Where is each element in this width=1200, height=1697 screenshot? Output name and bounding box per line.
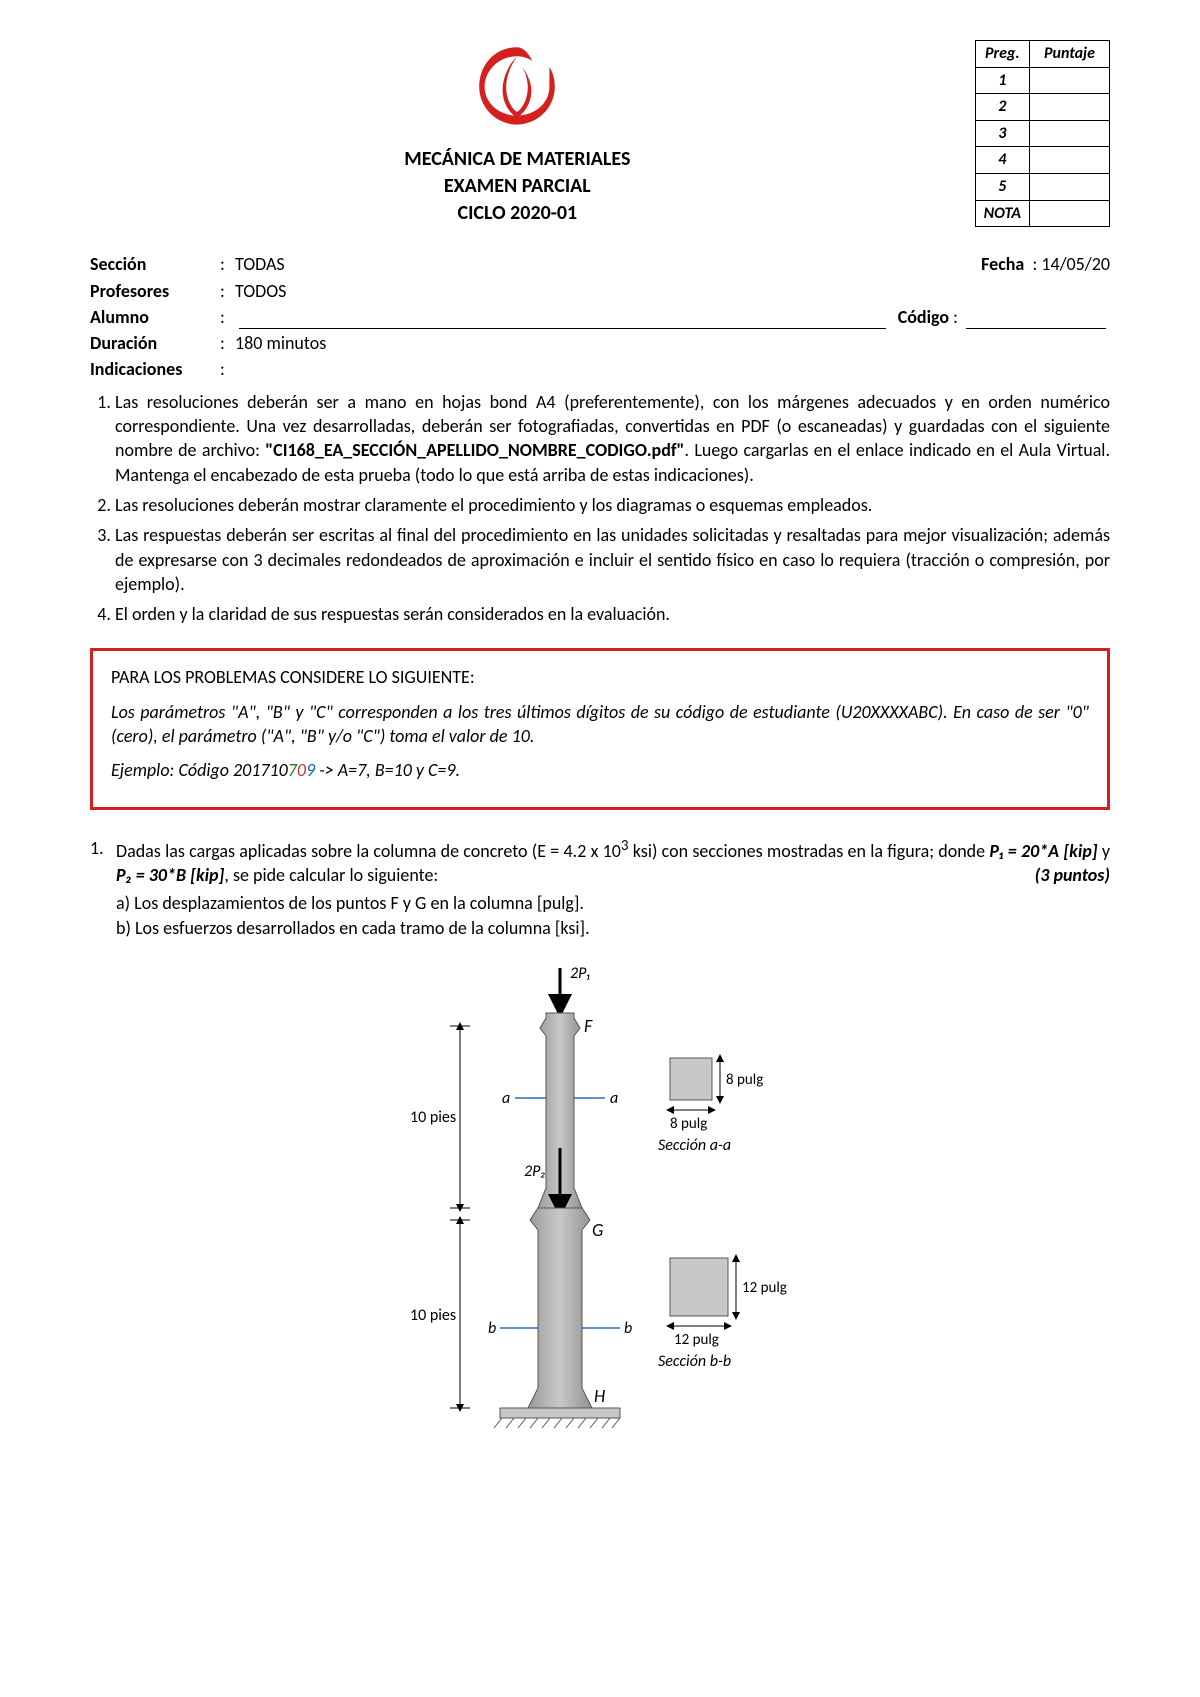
profesores-label: Profesores — [90, 279, 220, 303]
score-row: 5 — [975, 173, 1029, 200]
q1-text: Dadas las cargas aplicadas sobre la colu… — [116, 840, 621, 862]
logo-title-block: MECÁNICA DE MATERIALES EXAMEN PARCIAL CI… — [90, 40, 945, 227]
score-cell — [1030, 147, 1110, 174]
redbox-p1: Los parámetros "A", "B" y "C" correspond… — [111, 700, 1089, 749]
score-cell — [1030, 94, 1110, 121]
title-line3: CICLO 2020-01 — [404, 200, 630, 227]
indication-item: Las respuestas deberán ser escritas al f… — [115, 523, 1110, 596]
parameters-box: PARA LOS PROBLEMAS CONSIDERE LO SIGUIENT… — [90, 648, 1110, 809]
label-b-left: b — [488, 1319, 496, 1338]
seccion-label: Sección — [90, 252, 220, 276]
q1-a: a) Los desplazamientos de los puntos F y… — [116, 891, 1110, 915]
alumno-field — [239, 305, 886, 329]
q1-points: (3 puntos) — [1035, 863, 1110, 887]
sec-b-title: Sección b-b — [658, 1352, 731, 1371]
duracion-label: Duración — [90, 331, 220, 355]
ind-bold: "CI168_EA_SECCIÓN_APELLIDO_NOMBRE_CODIGO… — [265, 439, 684, 461]
score-row: 3 — [975, 120, 1029, 147]
indication-item: El orden y la claridad de sus respuestas… — [115, 602, 1110, 626]
alumno-label: Alumno — [90, 305, 220, 329]
header-row: MECÁNICA DE MATERIALES EXAMEN PARCIAL CI… — [90, 40, 1110, 227]
ind-text: El orden y la claridad de sus respuestas… — [115, 603, 670, 625]
score-col1: Preg. — [975, 41, 1029, 68]
q1-and: y — [1098, 840, 1110, 862]
label-G: G — [592, 1219, 604, 1241]
sec-a-w: 8 pulg — [670, 1115, 707, 1133]
indicaciones-label: Indicaciones — [90, 357, 220, 381]
redbox-heading: PARA LOS PROBLEMAS CONSIDERE LO SIGUIENT… — [111, 665, 1089, 689]
title-line1: MECÁNICA DE MATERIALES — [404, 146, 630, 173]
q1-text: , se pide calcular lo siguiente: — [224, 864, 438, 886]
q1-p1: P₁ = 20*A [kip] — [989, 840, 1097, 862]
redbox-post: -> A=7, B=10 y C=9. — [315, 759, 460, 781]
sec-a-title: Sección a-a — [658, 1136, 731, 1155]
colon: : — [220, 279, 235, 303]
upc-logo-icon — [472, 40, 562, 130]
q1-text: ksi) con secciones mostradas en la figur… — [629, 840, 990, 862]
score-cell — [1030, 120, 1110, 147]
indications-list: Las resoluciones deberán ser a mano en h… — [115, 390, 1110, 627]
profesores-value: TODOS — [235, 279, 1110, 303]
fecha-value: 14/05/20 — [1041, 253, 1110, 275]
dim-10pies-2: 10 pies — [410, 1306, 456, 1325]
score-row: 2 — [975, 94, 1029, 121]
digit-a: 7 — [288, 759, 297, 781]
fecha-label: Fecha — [981, 253, 1024, 275]
score-cell — [1030, 200, 1110, 227]
label-F: F — [584, 1015, 593, 1037]
label-a-left: a — [502, 1089, 510, 1108]
label-H: H — [594, 1385, 605, 1407]
redbox-pre: Ejemplo: Código 201710 — [111, 759, 288, 781]
label-b-right: b — [624, 1319, 632, 1338]
q1-number: 1. — [90, 836, 116, 888]
label-2p2: 2P₂ — [524, 1162, 546, 1181]
title-line2: EXAMEN PARCIAL — [404, 173, 630, 200]
column-svg: 2P₁ F a a 2P₂ G b b H 10 pies 10 pies — [380, 958, 820, 1458]
score-row: 4 — [975, 147, 1029, 174]
colon: : — [220, 331, 235, 355]
q1-b: b) Los esfuerzos desarrollados en cada t… — [116, 916, 1110, 940]
colon: : — [220, 357, 235, 381]
info-block: Sección : TODAS Fecha : 14/05/20 Profeso… — [90, 252, 1110, 381]
seccion-value: TODAS — [235, 252, 981, 276]
dim-10pies-1: 10 pies — [410, 1108, 456, 1127]
sec-a-h: 8 pulg — [726, 1071, 763, 1089]
duracion-value: 180 minutos — [235, 331, 1110, 355]
question-1: 1. Dadas las cargas aplicadas sobre la c… — [90, 836, 1110, 940]
codigo-field — [966, 305, 1106, 329]
logo — [472, 40, 562, 136]
label-a-right: a — [610, 1089, 618, 1108]
label-2p1: 2P₁ — [570, 964, 590, 983]
score-footer: NOTA — [975, 200, 1029, 227]
exam-title: MECÁNICA DE MATERIALES EXAMEN PARCIAL CI… — [404, 146, 630, 227]
sec-b-w: 12 pulg — [674, 1331, 719, 1349]
score-table: Preg. Puntaje 1 2 3 4 5 NOTA — [975, 40, 1110, 227]
digit-b: 0 — [297, 759, 306, 781]
column-figure: 2P₁ F a a 2P₂ G b b H 10 pies 10 pies — [90, 958, 1110, 1464]
colon: : — [220, 305, 235, 329]
indication-item: Las resoluciones deberán ser a mano en h… — [115, 390, 1110, 487]
ind-text: Las resoluciones deberán mostrar clarame… — [115, 494, 872, 516]
q1-sup: 3 — [621, 837, 629, 855]
colon: : — [220, 252, 235, 276]
q1-body: Dadas las cargas aplicadas sobre la colu… — [116, 836, 1110, 888]
score-cell — [1030, 173, 1110, 200]
q1-p2: P₂ = 30*B [kip] — [116, 864, 224, 886]
redbox-p2: Ejemplo: Código 201710709 -> A=7, B=10 y… — [111, 758, 1089, 782]
score-row: 1 — [975, 67, 1029, 94]
codigo-label: Código — [898, 306, 949, 328]
digit-c: 9 — [306, 759, 315, 781]
ind-text: Las respuestas deberán ser escritas al f… — [115, 524, 1110, 595]
score-cell — [1030, 67, 1110, 94]
sec-b-h: 12 pulg — [742, 1279, 787, 1297]
indication-item: Las resoluciones deberán mostrar clarame… — [115, 493, 1110, 517]
score-col2: Puntaje — [1030, 41, 1110, 68]
